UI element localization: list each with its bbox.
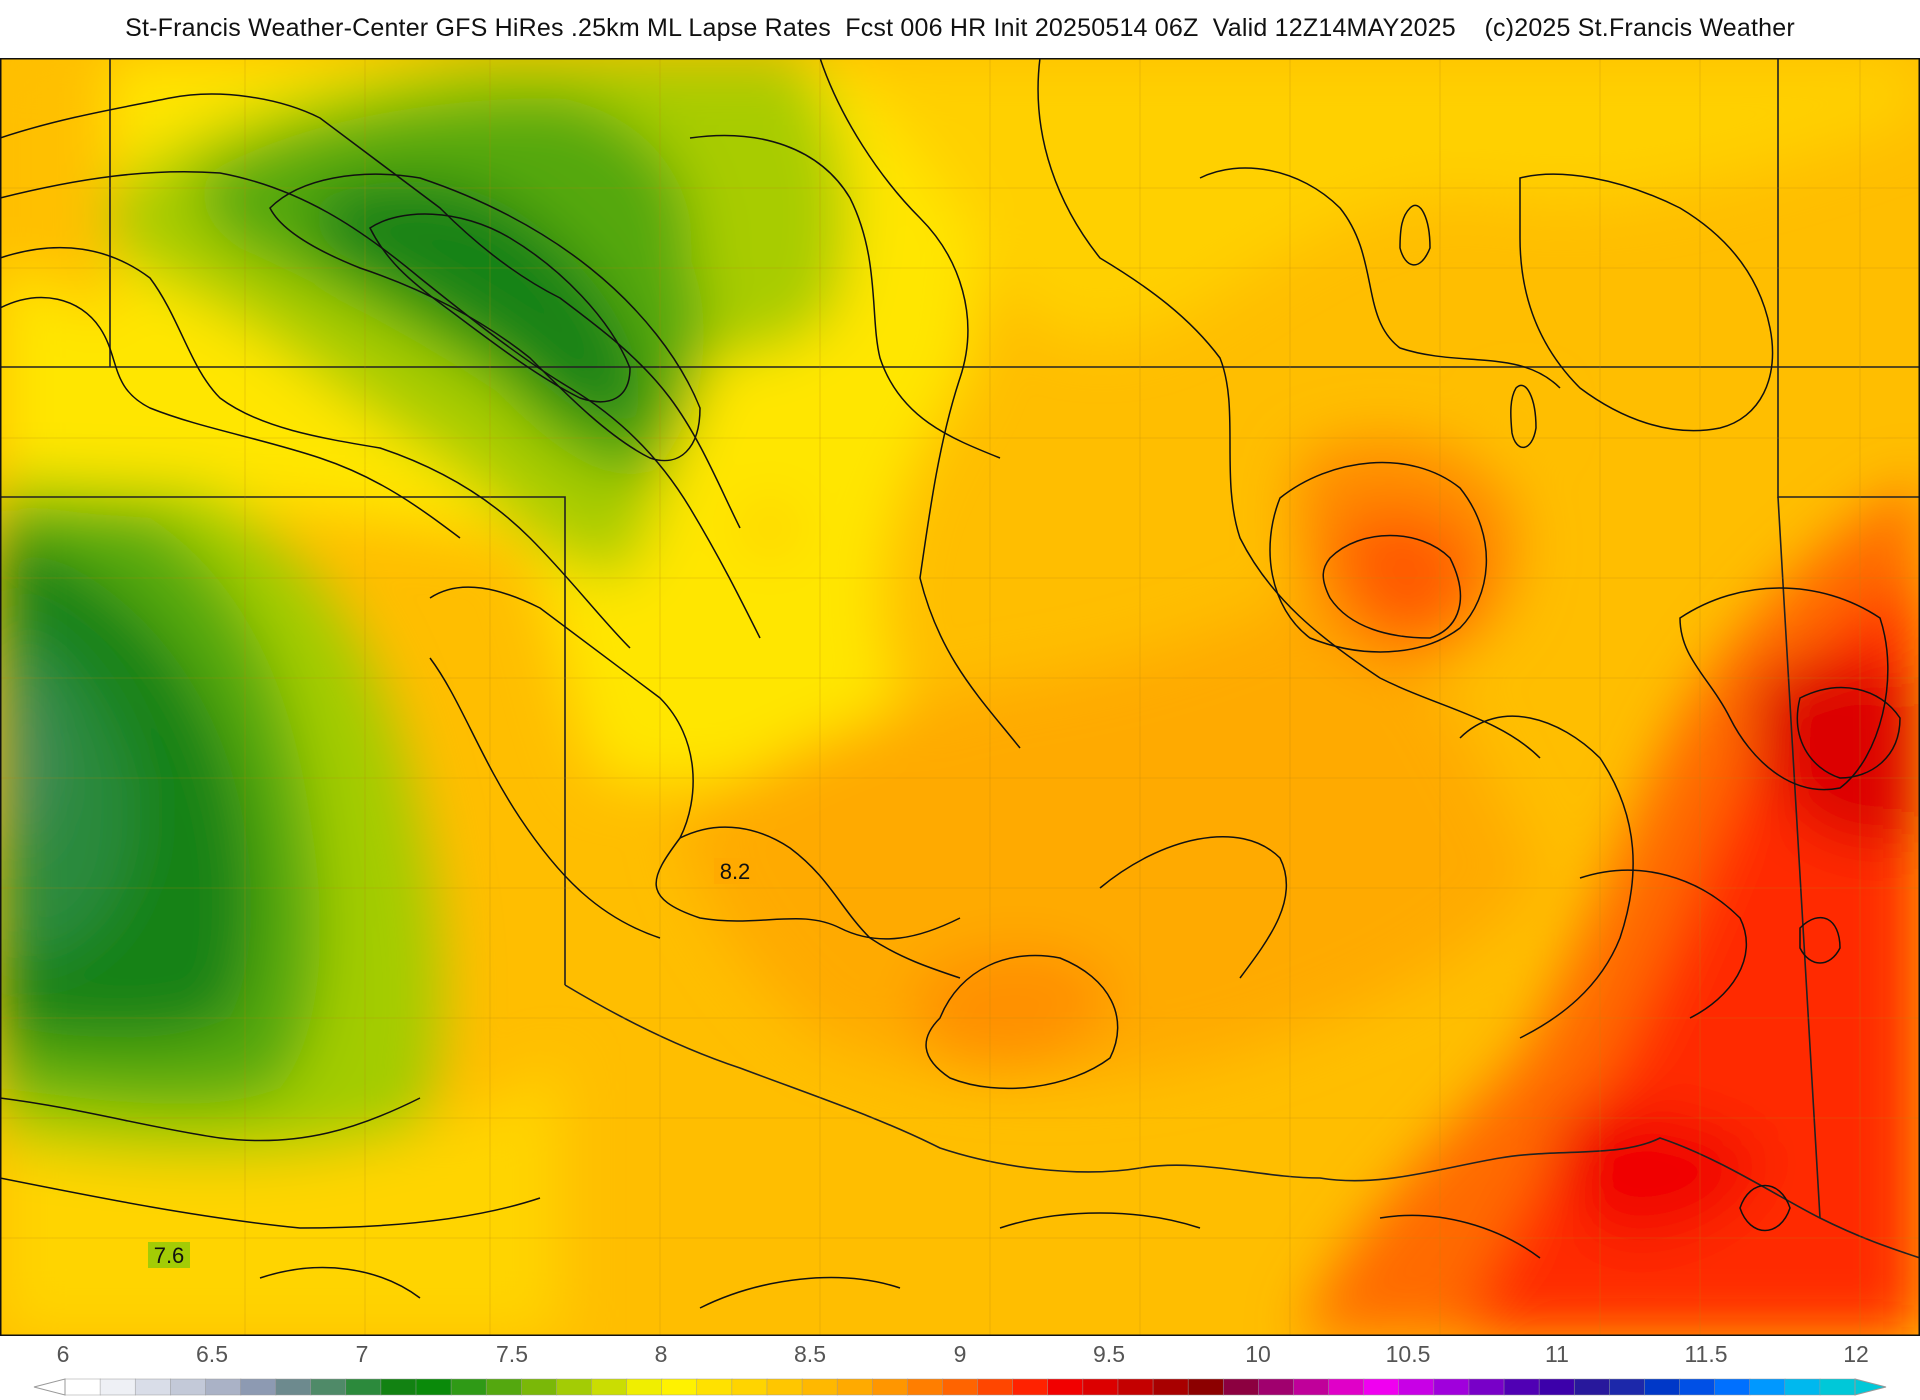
colorbar-cell — [99, 1378, 136, 1396]
colorbar-left-arrow — [33, 1378, 66, 1396]
map-title: St-Francis Weather-Center GFS HiRes .25k… — [125, 14, 1795, 42]
colorbar-tick: 11.5 — [1684, 1341, 1728, 1367]
colorbar-tick: 7.5 — [496, 1341, 528, 1367]
colorbar-cell — [1609, 1378, 1646, 1396]
colorbar-cell — [1363, 1378, 1400, 1396]
colorbar-cell — [1503, 1378, 1540, 1396]
colorbar-cell — [942, 1378, 979, 1396]
contour-lines — [0, 58, 1901, 1309]
contour-labels: 8.2 7.6 — [148, 858, 756, 1268]
colorbar-cell — [170, 1378, 207, 1396]
colorbar-cell — [1468, 1378, 1505, 1396]
colorbar-cell — [1573, 1378, 1611, 1396]
colorbar-cell — [1082, 1378, 1119, 1396]
colorbar-cell — [556, 1378, 593, 1396]
colorbar-cell — [415, 1378, 452, 1396]
colorbar-tick: 9.5 — [1093, 1341, 1125, 1367]
colorbar-cell — [1222, 1378, 1260, 1396]
colorbar-cell — [485, 1378, 523, 1396]
colorbar-tick: 8.5 — [794, 1341, 826, 1367]
colorbar-cell — [1679, 1378, 1716, 1396]
lapse-rate-map: 8.2 7.6 — [0, 58, 1920, 1336]
colorbar-cell — [1398, 1378, 1435, 1396]
colorbar-cell — [1328, 1378, 1365, 1396]
colorbar-cell — [836, 1378, 874, 1396]
colorbar-cell — [1819, 1378, 1856, 1396]
colorbar-cell — [731, 1378, 768, 1396]
colorbar-cell — [872, 1378, 909, 1396]
colorbar-tick: 11 — [1545, 1341, 1569, 1367]
colorbar-cell — [1538, 1378, 1575, 1396]
colorbar-tick: 9 — [953, 1341, 967, 1367]
colorbar-cell — [64, 1378, 101, 1396]
colorbar-cell — [345, 1378, 382, 1396]
state-boundaries — [0, 58, 1920, 1259]
colorbar-tick: 7 — [355, 1341, 369, 1367]
colorbar-cell — [1293, 1378, 1330, 1396]
colorbar-cell — [450, 1378, 487, 1396]
colorbar-cell — [240, 1378, 277, 1396]
colorbar-cell — [1187, 1378, 1224, 1396]
colorbar-cell — [1258, 1378, 1295, 1396]
colorbar-cell — [134, 1378, 172, 1396]
colorbar-cell — [380, 1378, 417, 1396]
colorbar-cell — [801, 1378, 838, 1396]
colorbar-tick: 6.5 — [196, 1341, 228, 1367]
colorbar-cell — [1117, 1378, 1154, 1396]
county-boundaries — [0, 58, 1920, 1336]
colorbar-cell — [1714, 1378, 1751, 1396]
colorbar-cell — [1433, 1378, 1470, 1396]
colorbar-cell — [521, 1378, 558, 1396]
colorbar-tick: 8 — [654, 1341, 668, 1367]
colorbar-cell — [1749, 1378, 1786, 1396]
colorbar-cell — [1152, 1378, 1189, 1396]
colorbar-cell — [696, 1378, 733, 1396]
contour-label-7-6: 7.6 — [154, 1243, 185, 1268]
colorbar-cell — [1784, 1378, 1821, 1396]
map-frame — [0, 58, 1920, 1336]
colorbar-right-arrow — [1854, 1378, 1887, 1396]
colorbar-cell — [310, 1378, 347, 1396]
colorbar-cell — [626, 1378, 663, 1396]
colorbar-cell — [1012, 1378, 1049, 1396]
colorbar-cell — [661, 1378, 698, 1396]
colorbar-cell — [275, 1378, 312, 1396]
colorbar-cell — [591, 1378, 628, 1396]
colorbar-cell — [977, 1378, 1014, 1396]
colorbar-cell — [907, 1378, 944, 1396]
contour-label-8-2: 8.2 — [720, 859, 751, 884]
colorbar-tick: 12 — [1843, 1341, 1869, 1367]
colorbar-tick: 6 — [56, 1341, 70, 1367]
colorbar-tick: 10 — [1245, 1341, 1271, 1367]
colorbar-tick: 10.5 — [1385, 1341, 1431, 1367]
colorbar-cell — [766, 1378, 803, 1396]
colorbar-cell — [205, 1378, 242, 1396]
shaded-field — [0, 58, 1920, 1336]
colorbar-cell — [1047, 1378, 1084, 1396]
colorbar-cell — [1644, 1378, 1681, 1396]
colorbar — [33, 1378, 1887, 1396]
